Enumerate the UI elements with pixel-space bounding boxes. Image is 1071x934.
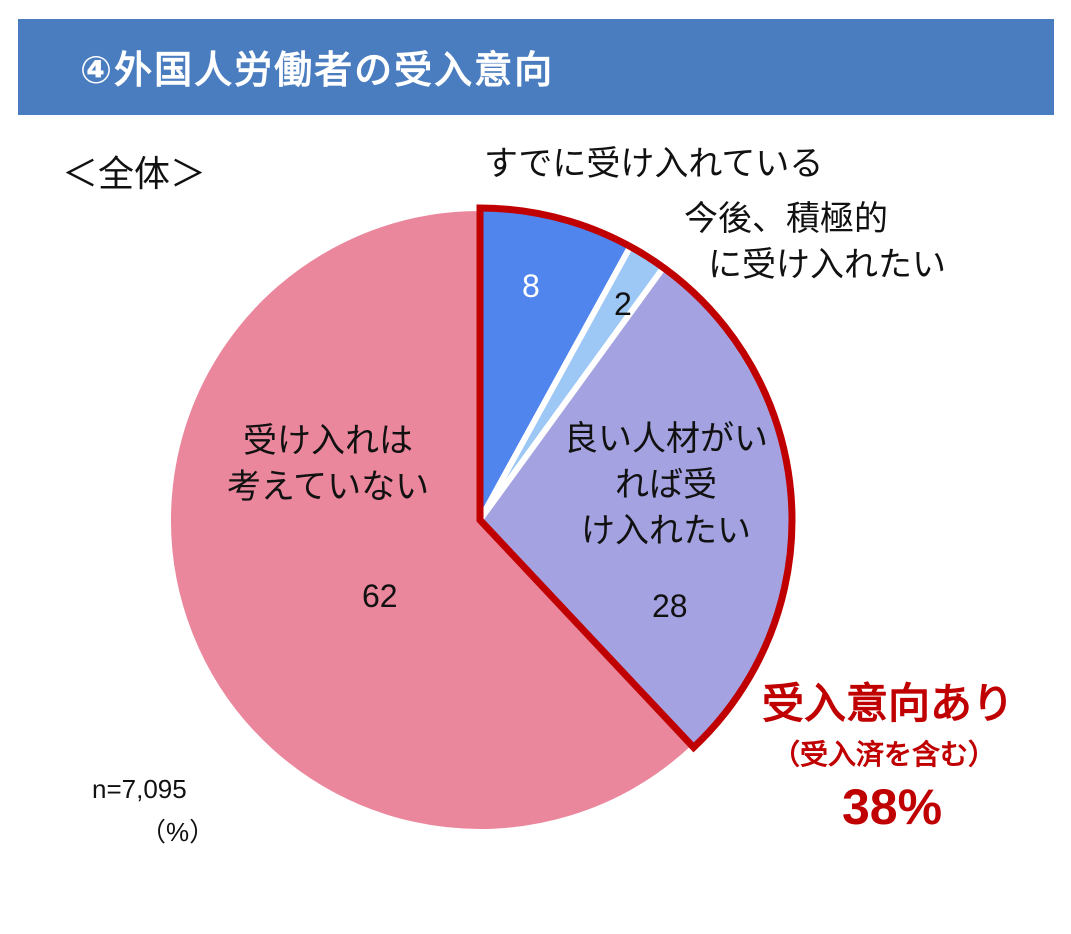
slice-label-actively-willing: 今後、積極的 に受け入れたい <box>684 196 946 288</box>
slice-label-if-good-talent-line3: け入れたい <box>581 511 751 551</box>
slice-label-not-considering: 受け入れは 考えていない <box>208 418 448 510</box>
slice-label-not-considering-line1: 受け入れは <box>243 421 413 461</box>
slice-value-if-good-talent: 28 <box>652 588 688 624</box>
slice-value-not-considering: 62 <box>362 578 398 614</box>
slice-label-accepting: すでに受け入れている <box>484 144 824 184</box>
slice-value-accepting: 8 <box>522 268 540 304</box>
scope-label: ＜全体＞ <box>62 154 207 195</box>
slice-label-if-good-talent: 良い人材がい れば受 け入れたい <box>536 416 796 554</box>
pie-slice-not-considering <box>165 205 697 835</box>
callout-subtitle: （受入済を含む） <box>772 738 997 771</box>
slice-label-actively-willing-line2: に受け入れたい <box>708 245 946 285</box>
callout-percentage: 38% <box>842 779 943 835</box>
slice-label-not-considering-line2: 考えていない <box>226 467 430 507</box>
sample-size-label: n=7,095 <box>92 774 187 804</box>
slice-label-actively-willing-line1: 今後、積極的 <box>684 199 888 239</box>
highlight-outline <box>476 204 796 753</box>
slice-label-if-good-talent-line2: れば受 <box>615 465 717 505</box>
callout-title: 受入意向あり <box>762 679 1015 728</box>
slice-label-if-good-talent-line1: 良い人材がい <box>564 419 768 459</box>
unit-label: （%） <box>140 817 216 847</box>
page-title: ④外国人労働者の受入意向 <box>80 48 555 92</box>
slice-value-actively-willing: 2 <box>614 286 632 322</box>
title-banner: ④外国人労働者の受入意向 <box>18 19 1054 115</box>
